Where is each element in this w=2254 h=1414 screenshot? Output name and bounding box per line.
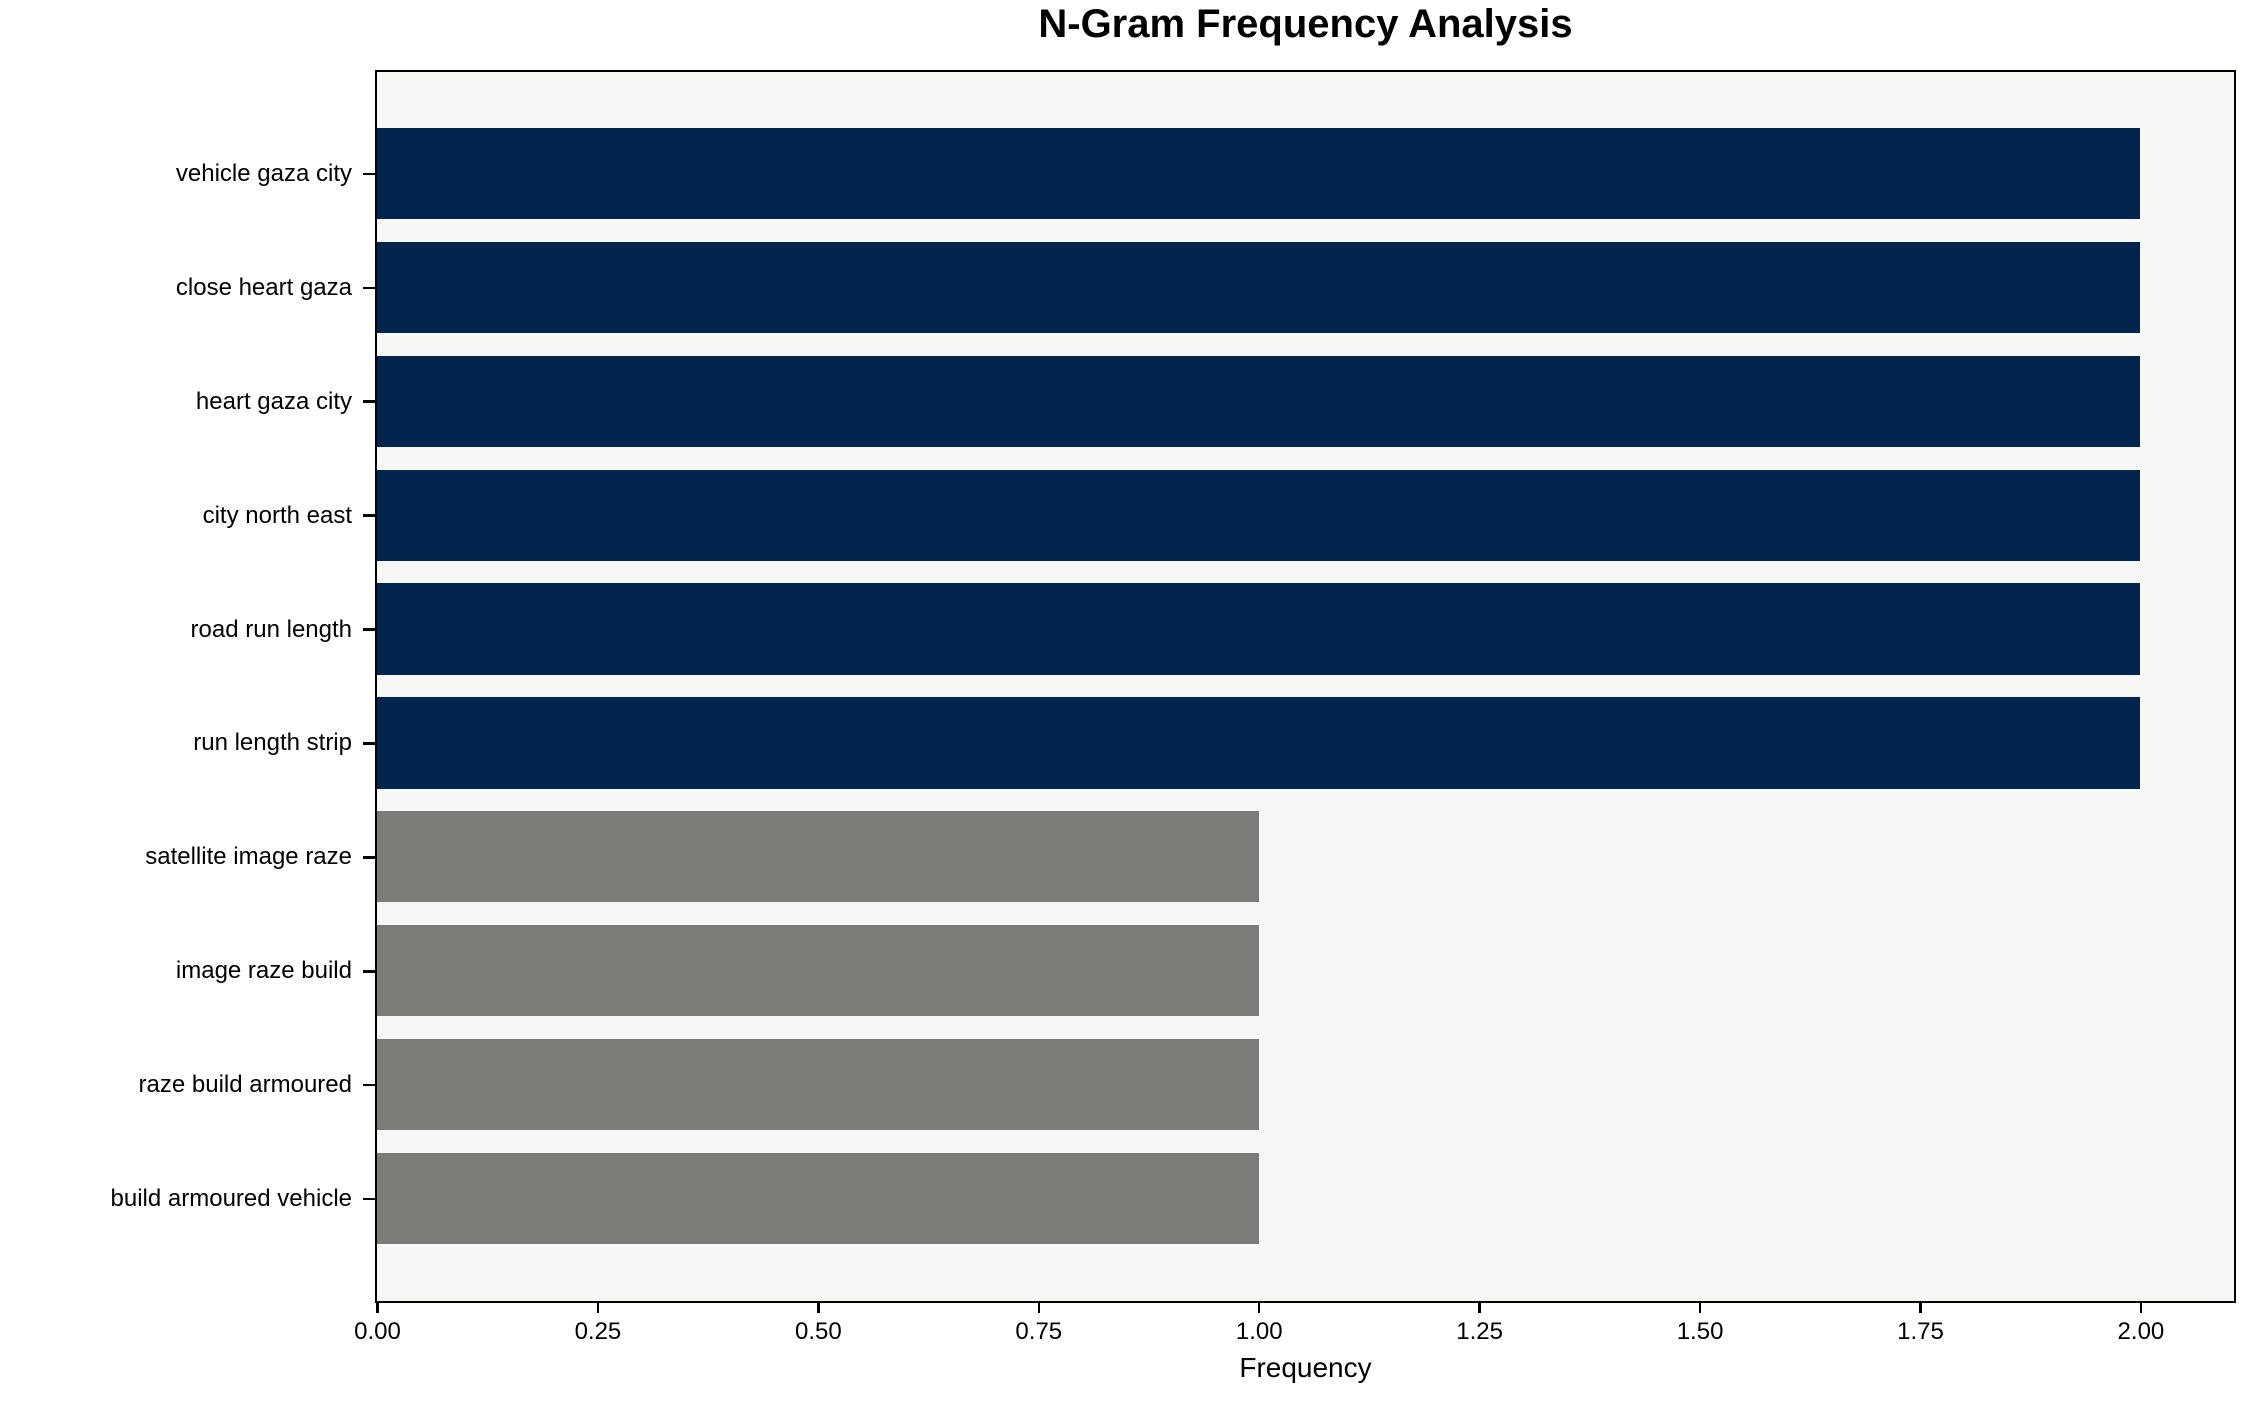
y-axis-label: heart gaza city	[195, 387, 352, 415]
x-tick-label: 2.00	[2117, 1318, 2165, 1345]
bar	[377, 1039, 1259, 1131]
bar	[377, 127, 2141, 219]
y-tick	[363, 856, 375, 859]
y-axis-label: road run length	[190, 615, 352, 643]
y-tick	[363, 400, 375, 403]
y-tick	[363, 1083, 375, 1087]
y-axis-label: run length strip	[193, 729, 352, 757]
y-axis-label: image raze build	[175, 957, 352, 985]
x-tick-label: 1.25	[1456, 1318, 1503, 1345]
chart-title: N-Gram Frequency Analysis	[1038, 2, 1573, 46]
bar	[377, 925, 1259, 1017]
x-axis-title: Frequency	[1239, 1352, 1372, 1383]
bar	[377, 811, 1259, 903]
x-tick-label: 0.00	[354, 1318, 401, 1345]
x-tick	[1037, 1303, 1041, 1313]
bar	[377, 241, 2141, 333]
y-tick	[363, 514, 375, 517]
x-tick-label: 0.75	[1015, 1318, 1063, 1345]
bar	[377, 469, 2141, 561]
plot-area	[375, 70, 2236, 1303]
x-tick	[1478, 1303, 1481, 1313]
y-tick	[363, 742, 375, 745]
y-axis-label: vehicle gaza city	[175, 159, 352, 187]
bar	[377, 355, 2141, 447]
y-axis-label: satellite image raze	[145, 843, 352, 871]
y-tick	[363, 970, 375, 973]
y-tick	[363, 1197, 375, 1201]
x-tick	[2139, 1303, 2143, 1313]
bar	[377, 1153, 1259, 1245]
x-tick	[376, 1303, 379, 1313]
x-tick-label: 0.25	[574, 1318, 622, 1345]
x-tick	[1698, 1303, 1702, 1313]
x-tick	[1257, 1303, 1261, 1313]
x-tick-label: 1.00	[1235, 1318, 1283, 1345]
x-tick-label: 1.75	[1897, 1318, 1944, 1345]
x-tick	[817, 1303, 820, 1313]
x-tick-label: 1.50	[1676, 1318, 1724, 1345]
y-axis-label: close heart gaza	[175, 273, 352, 301]
bar	[377, 697, 2141, 789]
y-axis-label: city north east	[202, 501, 352, 529]
x-tick	[596, 1303, 600, 1313]
y-tick	[363, 172, 375, 176]
x-tick	[1919, 1303, 1922, 1313]
y-axis-label: build armoured vehicle	[110, 1185, 352, 1213]
x-tick-label: 0.50	[794, 1318, 842, 1345]
bar	[377, 583, 2141, 675]
y-tick	[363, 286, 375, 290]
y-axis-label: raze build armoured	[138, 1071, 352, 1099]
y-tick	[363, 628, 375, 631]
